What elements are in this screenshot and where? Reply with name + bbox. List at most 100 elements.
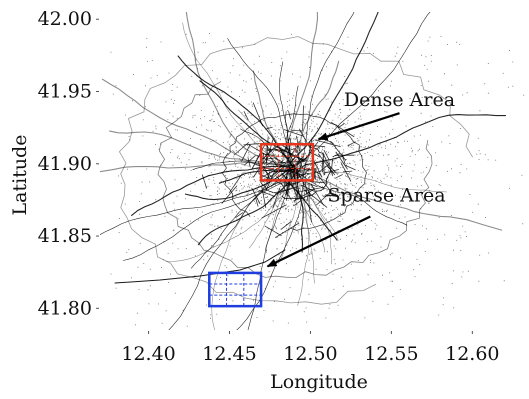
trajectory-path	[299, 128, 313, 152]
trajectory-path	[316, 191, 331, 205]
trajectory-path	[264, 148, 286, 152]
trajectory-path	[100, 176, 289, 235]
trajectory-path	[265, 136, 269, 164]
trajectory-path	[249, 162, 290, 249]
trajectory-path	[101, 78, 296, 173]
annotation-arrow	[266, 215, 371, 268]
trajectory-path	[288, 148, 296, 151]
trajectory-path	[304, 114, 507, 166]
trajectory-path	[314, 139, 341, 147]
trajectory-path	[182, 22, 284, 168]
trajectory-path	[343, 170, 353, 173]
trajectory-path	[293, 200, 302, 207]
x-tick-label: 12.45	[202, 343, 256, 365]
region-label: Dense Area	[344, 89, 455, 111]
trajectory-path	[255, 198, 259, 207]
trajectory-path	[338, 123, 345, 128]
trajectory-path	[281, 221, 292, 230]
trajectory-path	[288, 111, 291, 120]
trajectory-path	[293, 60, 340, 175]
trajectory-path	[109, 130, 300, 173]
y-tick-label: 42.00	[38, 8, 92, 30]
trajectory-path	[297, 172, 408, 226]
trajectory-path	[252, 70, 295, 170]
trajectory-path	[262, 153, 274, 156]
trajectory-path	[340, 162, 352, 182]
trajectory-path	[233, 142, 249, 156]
region-box	[208, 271, 263, 308]
region-box	[259, 143, 315, 182]
trajectory-path	[261, 186, 267, 209]
trajectory-path	[288, 153, 308, 162]
trajectory-path	[330, 141, 347, 161]
annotation-arrow	[317, 112, 400, 141]
trajectory-path	[312, 157, 323, 178]
y-tick-label: 41.95	[38, 81, 92, 103]
trajectory-points	[100, 12, 525, 330]
y-tick-label: 41.90	[38, 153, 92, 175]
trajectory-path	[281, 149, 292, 154]
trajectory-path	[322, 194, 336, 197]
trajectory-path	[319, 163, 331, 172]
trajectory-path	[313, 175, 503, 231]
trajectory-path	[265, 126, 273, 130]
trajectory-path	[296, 174, 333, 265]
trajectory-path	[241, 144, 251, 162]
x-tick-label: 12.55	[364, 343, 418, 365]
trajectory-path	[201, 174, 207, 189]
y-axis-title: Latitude	[9, 135, 31, 216]
trajectory-path	[293, 188, 315, 202]
trajectory-path	[235, 212, 244, 218]
trajectory-path	[323, 169, 339, 174]
trajectory-path	[296, 169, 304, 253]
trajectory-path	[240, 128, 296, 171]
trajectory-path	[227, 38, 295, 176]
trajectory-path	[299, 12, 355, 178]
trajectory-path	[309, 151, 321, 158]
trajectory-path	[330, 121, 355, 137]
trajectory-path	[243, 111, 249, 121]
trajectory-path	[118, 36, 473, 305]
trajectory-path	[197, 169, 301, 246]
trajectory-path	[297, 150, 299, 158]
x-tick-label: 12.40	[121, 343, 175, 365]
trajectory-path	[334, 174, 343, 179]
trajectory-path	[222, 113, 367, 231]
trajectory-path	[303, 141, 319, 162]
axes: 41.80 41.85 41.90 41.95 42.00 12.40 12.45 12.50…	[38, 8, 500, 365]
trajectory-path	[258, 190, 276, 197]
y-tick-label: 41.85	[38, 225, 92, 247]
trajectory-path	[236, 175, 307, 330]
trajectory-path	[323, 149, 330, 161]
trajectory-path	[122, 173, 306, 261]
region-label: Sparse Area	[328, 184, 446, 206]
trajectory-path	[302, 105, 304, 131]
region-boxes: Dense Area Sparse Area	[208, 89, 455, 308]
x-tick-label: 12.60	[445, 343, 499, 365]
trajectory-path	[251, 187, 261, 204]
trajectory-path	[294, 188, 306, 201]
trajectory-path	[300, 187, 324, 192]
trajectory-path	[345, 165, 356, 171]
trajectory-path	[342, 192, 344, 206]
trajectory-path	[298, 174, 311, 195]
trajectory-path	[264, 225, 282, 237]
trajectory-path	[168, 171, 280, 330]
trajectory-path	[243, 155, 256, 166]
trajectory-path	[100, 161, 289, 173]
trajectory-path	[280, 12, 319, 167]
trajectory-path	[289, 179, 297, 196]
trajectory-path	[302, 159, 307, 181]
y-tick-label: 41.80	[38, 297, 92, 319]
trajectory-path	[331, 159, 333, 170]
trajectory-path	[303, 168, 317, 171]
trajectory-path	[308, 205, 312, 223]
trajectory-path	[317, 174, 332, 193]
x-axis-title: Longitude	[270, 371, 368, 393]
trajectory-path	[290, 12, 379, 162]
trajectory-path	[252, 102, 263, 127]
x-tick-label: 12.50	[283, 343, 337, 365]
trajectory-path	[283, 129, 305, 137]
trajectory-path	[272, 187, 281, 209]
